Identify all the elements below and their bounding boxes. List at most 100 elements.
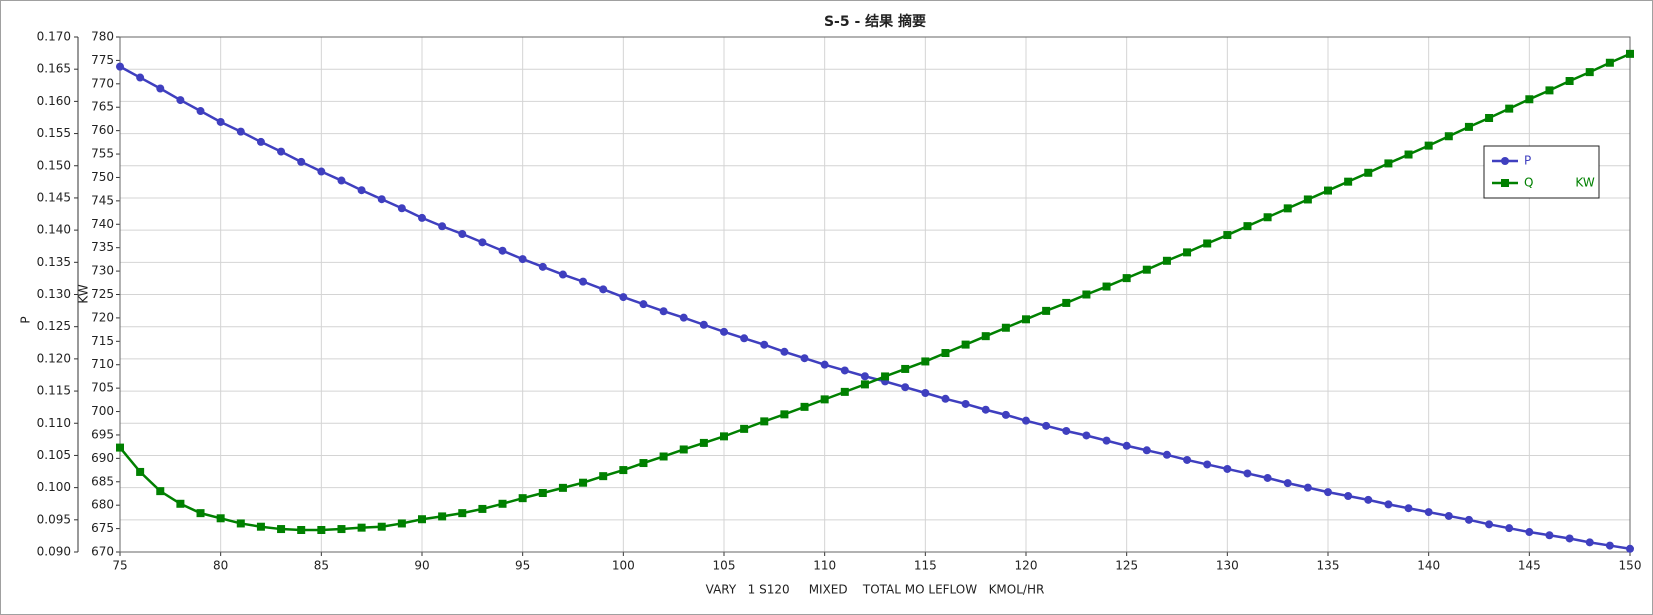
marker [1203, 239, 1212, 248]
marker [1303, 195, 1312, 204]
marker [901, 364, 910, 373]
x-tick-label: 120 [1015, 559, 1038, 573]
legend-label: Q KW [1524, 176, 1595, 190]
marker [558, 483, 567, 492]
marker [176, 96, 185, 105]
marker [740, 334, 749, 343]
marker [599, 472, 608, 481]
marker [961, 399, 970, 408]
marker [558, 270, 567, 279]
y2-tick-label: 710 [91, 357, 114, 371]
marker [478, 504, 487, 513]
marker [357, 186, 366, 195]
marker [881, 372, 890, 381]
marker [136, 467, 145, 476]
y-tick-label: 0.125 [37, 319, 71, 333]
marker [337, 176, 346, 185]
marker [1444, 511, 1453, 520]
y-tick-label: 0.170 [37, 30, 71, 44]
marker [156, 487, 165, 496]
marker [1062, 298, 1071, 307]
marker [337, 525, 346, 534]
marker [860, 372, 869, 381]
marker [1545, 531, 1554, 540]
x-tick-label: 100 [612, 559, 635, 573]
y-tick-label: 0.165 [37, 62, 71, 76]
marker [1464, 122, 1473, 131]
y-tick-label: 0.120 [37, 351, 71, 365]
marker [317, 167, 326, 176]
marker [639, 459, 648, 468]
marker [1001, 323, 1010, 332]
x-tick-label: 140 [1417, 559, 1440, 573]
marker [1183, 248, 1192, 257]
marker [1585, 538, 1594, 547]
marker [840, 366, 849, 375]
y2-tick-label: 685 [91, 474, 114, 488]
y2-tick-label: 745 [91, 193, 114, 207]
marker [418, 213, 426, 222]
marker [1525, 95, 1534, 104]
marker [297, 525, 306, 534]
marker [418, 515, 426, 524]
chart-title: S-5 - 结果 摘要 [824, 13, 926, 30]
marker [236, 127, 245, 136]
marker [1283, 479, 1292, 488]
marker [518, 494, 527, 503]
y2-tick-label: 735 [91, 240, 114, 254]
marker [256, 522, 265, 531]
marker [579, 478, 588, 487]
marker [1324, 488, 1332, 497]
marker [156, 84, 165, 93]
marker [538, 262, 547, 271]
x-axis-title: VARY 1 S120 MIXED TOTAL MO LEFLOW KMOL/H… [706, 583, 1045, 597]
y2-tick-label: 730 [91, 264, 114, 278]
y2-tick-label: 700 [91, 404, 114, 418]
marker [1344, 177, 1353, 186]
marker [860, 380, 869, 389]
y-tick-label: 0.090 [37, 545, 71, 559]
marker [820, 395, 829, 404]
x-tick-label: 130 [1216, 559, 1239, 573]
marker [1223, 464, 1232, 473]
marker [1082, 431, 1091, 440]
marker [659, 452, 668, 461]
marker [1162, 450, 1171, 459]
y-axis-title: P [19, 316, 33, 323]
marker [438, 222, 447, 231]
marker [1203, 460, 1212, 469]
marker [720, 432, 728, 441]
marker [498, 499, 507, 508]
y2-tick-label: 760 [91, 123, 114, 137]
marker [1404, 150, 1413, 159]
y-tick-label: 0.135 [37, 255, 71, 269]
marker [176, 499, 185, 508]
marker [1062, 426, 1071, 435]
marker [1424, 508, 1433, 517]
y-tick-label: 0.155 [37, 126, 71, 140]
series-line [119, 52, 1631, 532]
marker [1324, 186, 1332, 195]
marker [1626, 544, 1634, 553]
x-tick-label: 75 [112, 559, 127, 573]
marker [1605, 58, 1614, 67]
marker [1545, 86, 1554, 95]
legend-label: P [1524, 154, 1531, 168]
marker [518, 255, 527, 264]
y2-tick-label: 725 [91, 287, 114, 301]
y2-tick-label: 780 [91, 30, 114, 44]
marker [961, 340, 970, 349]
marker [840, 387, 849, 396]
marker [780, 347, 789, 356]
marker [1485, 520, 1494, 529]
x-tick-label: 105 [713, 559, 736, 573]
x-tick-label: 135 [1317, 559, 1340, 573]
marker [820, 360, 829, 369]
marker [397, 519, 406, 528]
y2-axis-title: KW [77, 284, 91, 303]
marker [277, 147, 286, 156]
y2-tick-label: 695 [91, 427, 114, 441]
y-tick-label: 0.100 [37, 480, 71, 494]
